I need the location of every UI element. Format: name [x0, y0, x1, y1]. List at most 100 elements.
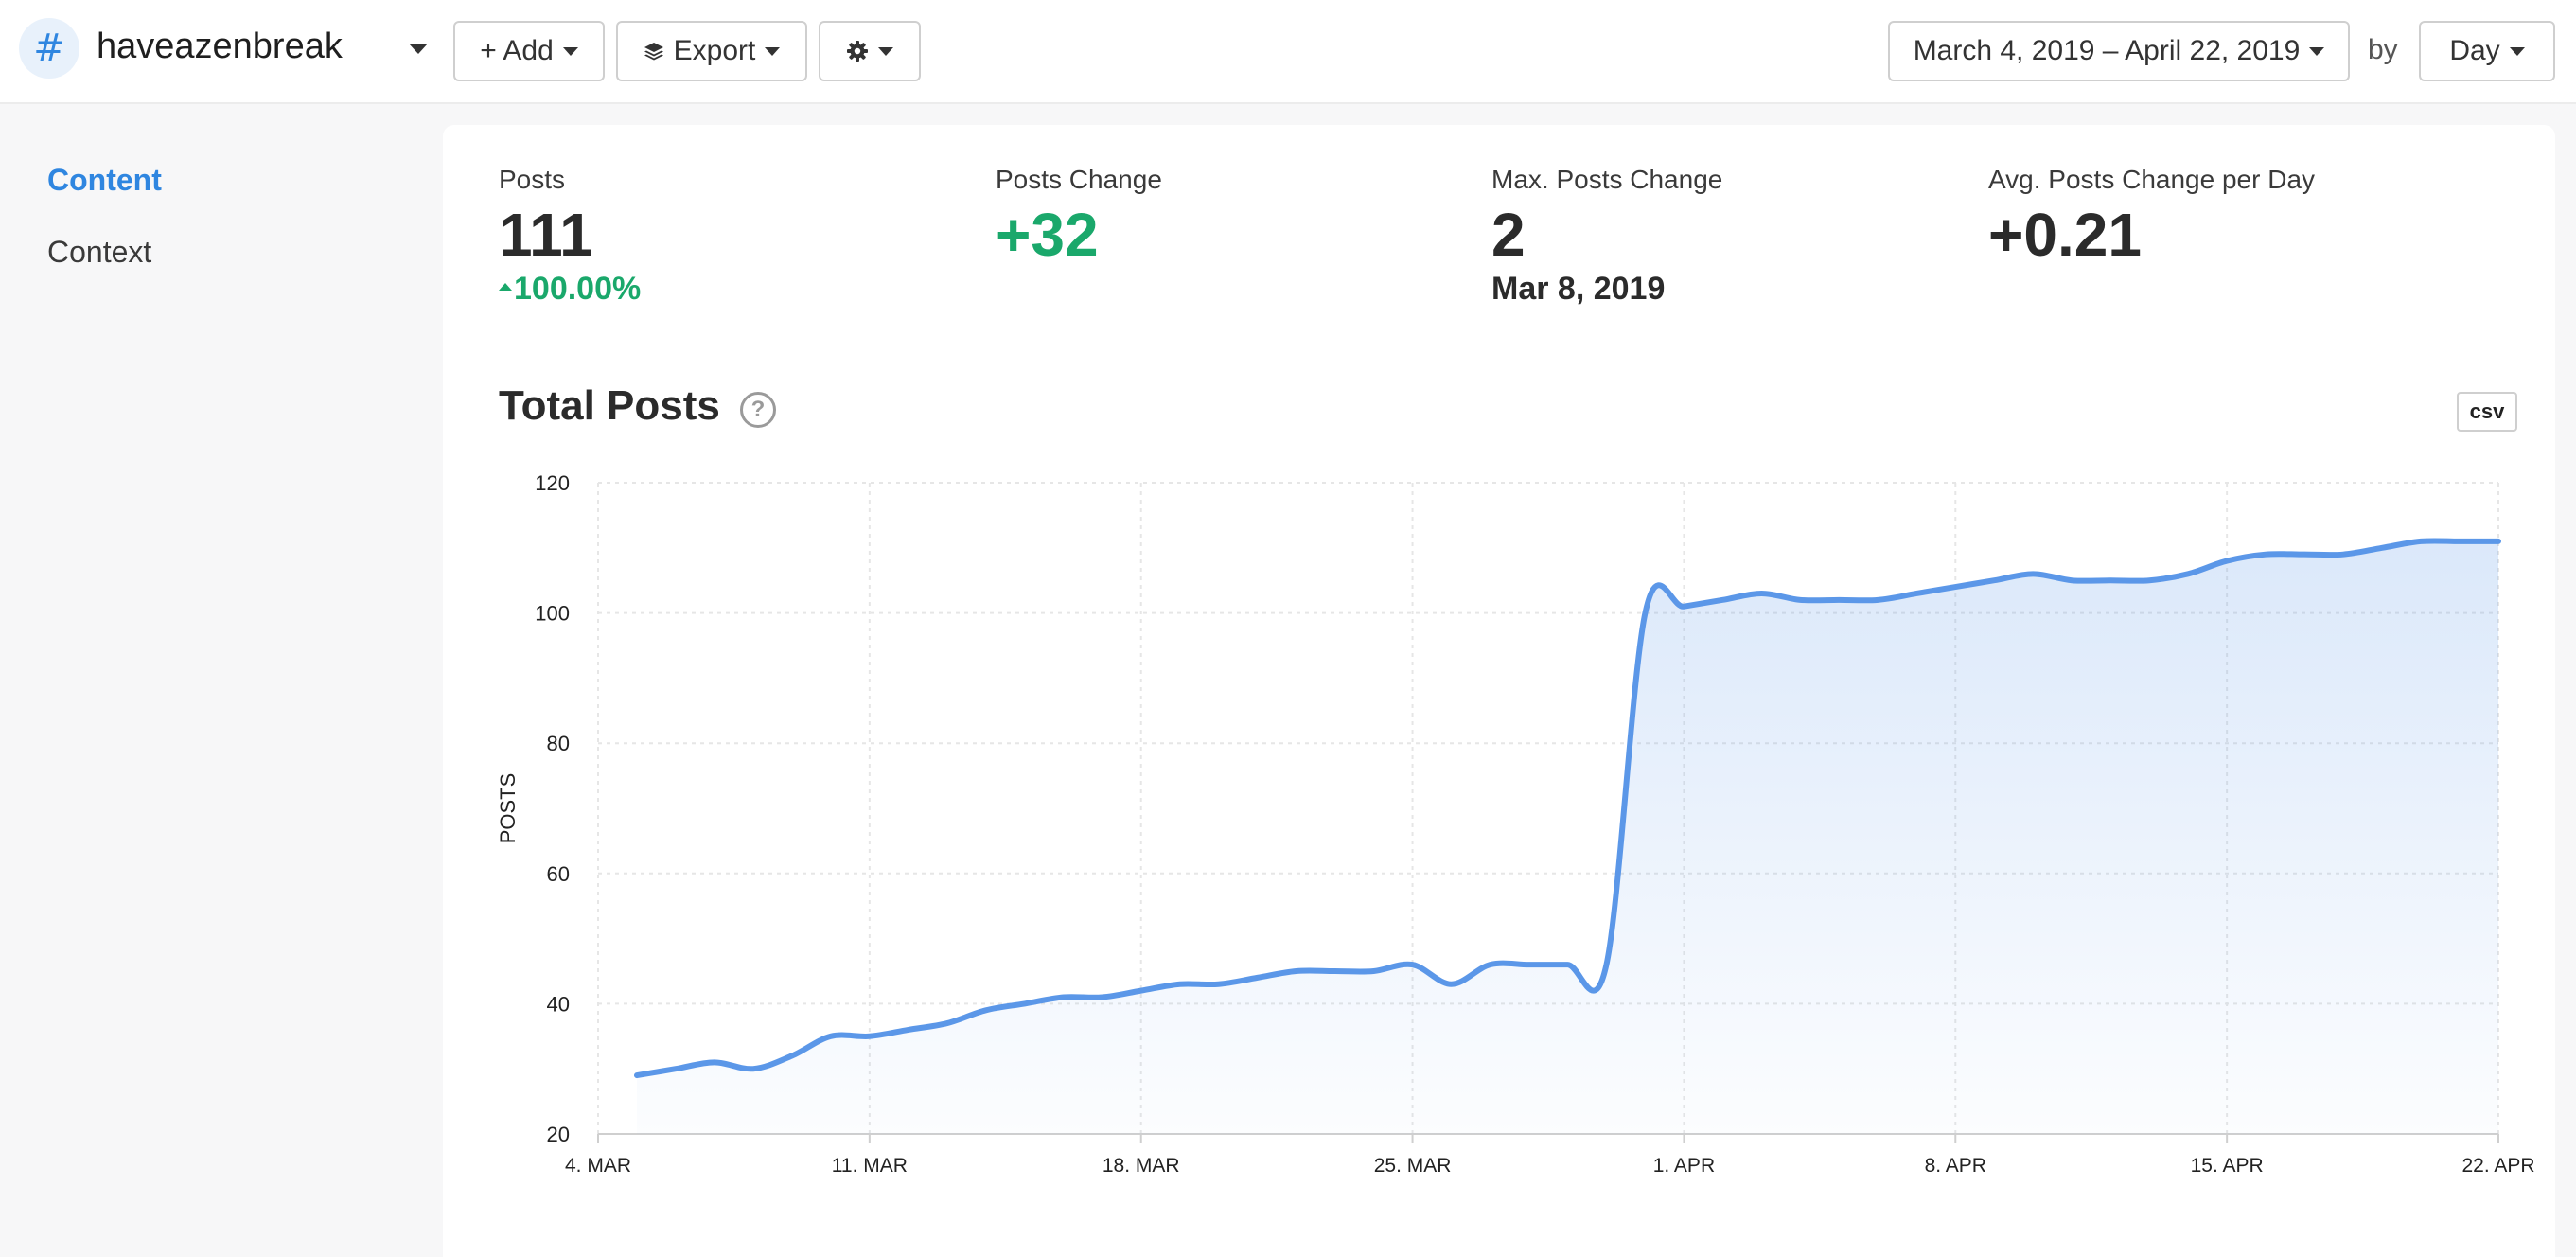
x-tick-label: 18. MAR: [1103, 1155, 1180, 1177]
stat-change-value: 100.00%: [514, 271, 642, 307]
data-point: [2108, 577, 2113, 583]
data-point: [2224, 558, 2230, 564]
data-point: [1216, 982, 1222, 987]
stat-label: Avg. Posts Change per Day: [1988, 165, 2316, 194]
chevron-down-icon: [765, 46, 781, 56]
data-point: [2379, 545, 2385, 551]
data-point: [673, 1066, 679, 1071]
data-point: [1991, 577, 1997, 583]
data-point: [789, 1053, 795, 1058]
x-tick-label: 11. MAR: [832, 1155, 908, 1177]
top-bar: # haveazenbreak + Add Export: [0, 0, 2576, 104]
data-point: [2030, 571, 2036, 576]
x-tick-label: 22. APR: [2461, 1155, 2534, 1177]
y-axis-title: POSTS: [496, 773, 520, 844]
stat-value: 2: [1491, 201, 1526, 269]
stat-posts: Posts 111 100.00%: [499, 165, 641, 308]
export-button-label: Export: [673, 35, 756, 66]
by-label: by: [2368, 34, 2398, 65]
data-point: [1294, 968, 1299, 974]
data-point: [1371, 968, 1377, 974]
data-point: [2185, 571, 2191, 576]
data-point: [906, 1027, 911, 1033]
layers-icon: [644, 43, 663, 61]
data-point: [1138, 988, 1144, 994]
data-point: [983, 1007, 989, 1013]
hashtag-icon: #: [19, 18, 79, 79]
data-point: [944, 1020, 950, 1026]
export-button[interactable]: Export: [616, 21, 807, 81]
interval-select[interactable]: Day: [2419, 21, 2555, 81]
data-point: [1952, 584, 1958, 590]
hashtag-dropdown-icon[interactable]: [409, 44, 428, 54]
chevron-down-icon: [2309, 46, 2325, 56]
data-point: [828, 1034, 834, 1039]
data-point: [2146, 577, 2152, 583]
stat-value: 111: [499, 201, 593, 269]
interval-label: Day: [2449, 35, 2500, 66]
data-point: [1681, 604, 1686, 610]
data-point: [1758, 591, 1764, 596]
data-point: [2457, 539, 2462, 544]
stat-label: Max. Posts Change: [1491, 165, 1723, 194]
series-area: [636, 540, 2498, 1134]
data-point: [1720, 597, 1725, 603]
stat-change: 100.00%: [499, 271, 641, 308]
stat-posts-change: Posts Change +32: [996, 165, 1162, 265]
stat-date: Mar 8, 2019: [1491, 271, 1666, 307]
data-point: [750, 1066, 756, 1071]
data-point: [1488, 962, 1493, 967]
data-point: [2496, 539, 2501, 544]
data-point: [1022, 1000, 1028, 1006]
sidebar-item-context[interactable]: Context: [47, 235, 152, 269]
y-tick-label: 20: [547, 1123, 570, 1146]
date-range-picker[interactable]: March 4, 2019 – April 22, 2019: [1888, 21, 2350, 81]
data-point: [1564, 962, 1570, 967]
data-point: [867, 1034, 873, 1039]
data-point: [634, 1072, 640, 1078]
series-line: [633, 538, 2501, 1079]
y-tick-label: 60: [547, 862, 570, 886]
x-tick-label: 4. MAR: [565, 1155, 631, 1177]
hashtag-title[interactable]: haveazenbreak: [97, 27, 343, 66]
data-point: [1177, 982, 1183, 987]
data-point: [1410, 962, 1416, 967]
stat-label: Posts Change: [996, 165, 1162, 194]
help-icon[interactable]: ?: [740, 392, 776, 428]
add-button-label: + Add: [480, 35, 554, 66]
add-button[interactable]: + Add: [453, 21, 605, 81]
gear-icon: [847, 41, 868, 62]
y-tick-label: 80: [547, 732, 570, 755]
data-point: [1449, 982, 1455, 987]
csv-export-button[interactable]: csv: [2457, 392, 2517, 432]
data-point: [1526, 962, 1532, 967]
x-tick-label: 25. MAR: [1374, 1155, 1452, 1177]
data-point: [1332, 968, 1338, 974]
data-point: [2069, 577, 2074, 583]
arrow-up-icon: [499, 283, 512, 292]
x-tick-label: 1. APR: [1653, 1155, 1715, 1177]
sidebar-item-content[interactable]: Content: [47, 163, 162, 197]
data-point: [1836, 597, 1842, 603]
x-tick-label: 8. APR: [1925, 1155, 1986, 1177]
data-point: [2302, 552, 2307, 558]
stat-value: +0.21: [1988, 201, 2142, 269]
y-tick-label: 40: [547, 992, 570, 1016]
stat-avg-change: Avg. Posts Change per Day +0.21: [1988, 165, 2315, 265]
data-point: [2340, 552, 2346, 558]
chevron-down-icon: [2509, 46, 2525, 56]
total-posts-chart: 20 40 60 80 100 120 4. MAR 11. MAR 18. MAR 25. MA…: [496, 471, 2535, 1177]
settings-button[interactable]: [819, 21, 921, 81]
data-point: [1255, 975, 1261, 981]
date-range-label: March 4, 2019 – April 22, 2019: [1913, 35, 2301, 66]
stat-label: Posts: [499, 165, 566, 194]
data-point: [712, 1059, 717, 1065]
data-point: [1875, 597, 1880, 603]
data-point: [1914, 591, 1919, 596]
data-point: [2263, 552, 2268, 558]
chart-title: Total Posts: [499, 382, 720, 429]
chevron-down-icon: [562, 46, 578, 56]
y-tick-label: 120: [535, 471, 570, 495]
stat-value: +32: [996, 201, 1099, 269]
data-point: [1642, 611, 1648, 616]
